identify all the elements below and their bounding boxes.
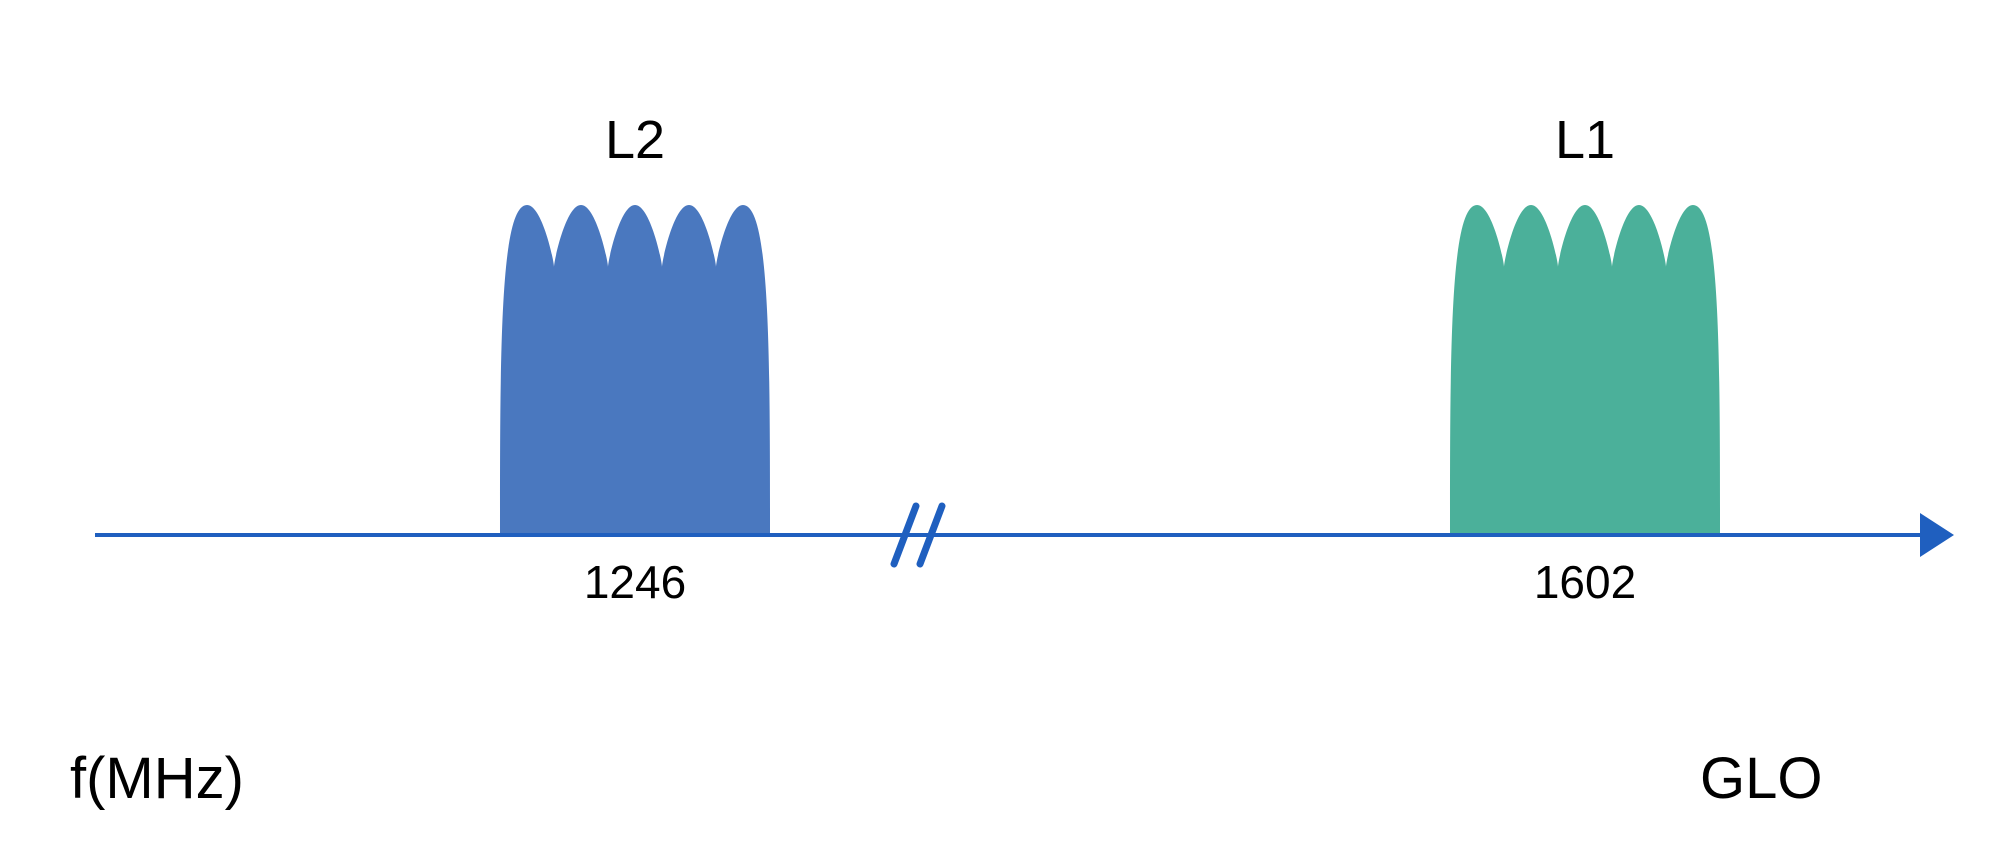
axis-arrowhead — [1920, 513, 1954, 557]
freq-label-l1: 1602 — [1534, 555, 1636, 609]
band-label-l1: L1 — [1555, 109, 1615, 171]
system-label: GLO — [1700, 745, 1823, 812]
axis-unit-label: f(MHz) — [70, 745, 244, 812]
spectrum-band-l2 — [500, 205, 770, 535]
axis-svg — [0, 0, 2000, 866]
freq-label-l2: 1246 — [584, 555, 686, 609]
spectrum-diagram: L2 L1 1246 1602 f(MHz) GLO — [0, 0, 2000, 866]
spectrum-band-l1 — [1450, 205, 1720, 535]
band-label-l2: L2 — [605, 109, 665, 171]
